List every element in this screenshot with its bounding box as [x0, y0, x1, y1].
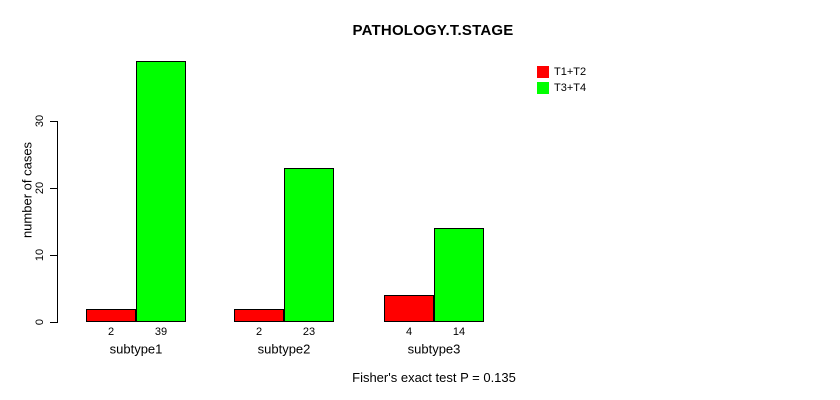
legend: T1+T2 T3+T4 — [537, 64, 586, 96]
bar — [136, 61, 186, 322]
bar — [234, 309, 284, 322]
bar-value-label: 2 — [255, 326, 263, 338]
legend-item: T3+T4 — [537, 80, 586, 96]
y-axis-tick — [50, 188, 57, 189]
legend-item: T1+T2 — [537, 64, 586, 80]
y-axis-line — [57, 121, 58, 323]
x-axis-category-label: subtype3 — [407, 341, 461, 357]
bar — [434, 228, 484, 322]
y-axis-tick — [50, 322, 57, 323]
bar-value-label: 14 — [452, 326, 466, 338]
legend-label-t1-t2: T1+T2 — [554, 66, 587, 78]
x-axis-category-label: subtype1 — [109, 341, 163, 357]
y-axis-tick — [50, 121, 57, 122]
y-axis-tick-label: 20 — [34, 181, 46, 195]
y-axis-tick-label: 30 — [34, 114, 46, 128]
y-axis-tick-label: 10 — [34, 248, 46, 262]
bar-value-label: 4 — [405, 326, 413, 338]
bar — [86, 309, 136, 322]
chart-title: PATHOLOGY.T.STAGE — [352, 22, 514, 39]
x-axis-category-label: subtype2 — [257, 341, 311, 357]
legend-label-t3-t4: T3+T4 — [554, 82, 587, 94]
fisher-test-annotation: Fisher's exact test P = 0.135 — [352, 370, 516, 385]
bar — [284, 168, 334, 322]
bar-value-label: 39 — [154, 326, 168, 338]
bar — [384, 295, 434, 322]
legend-swatch-t3-t4 — [537, 82, 549, 94]
legend-swatch-t1-t2 — [537, 66, 549, 78]
y-axis-tick-label: 0 — [34, 318, 46, 326]
y-axis-tick — [50, 255, 57, 256]
bar-value-label: 23 — [302, 326, 316, 338]
bar-value-label: 2 — [107, 326, 115, 338]
